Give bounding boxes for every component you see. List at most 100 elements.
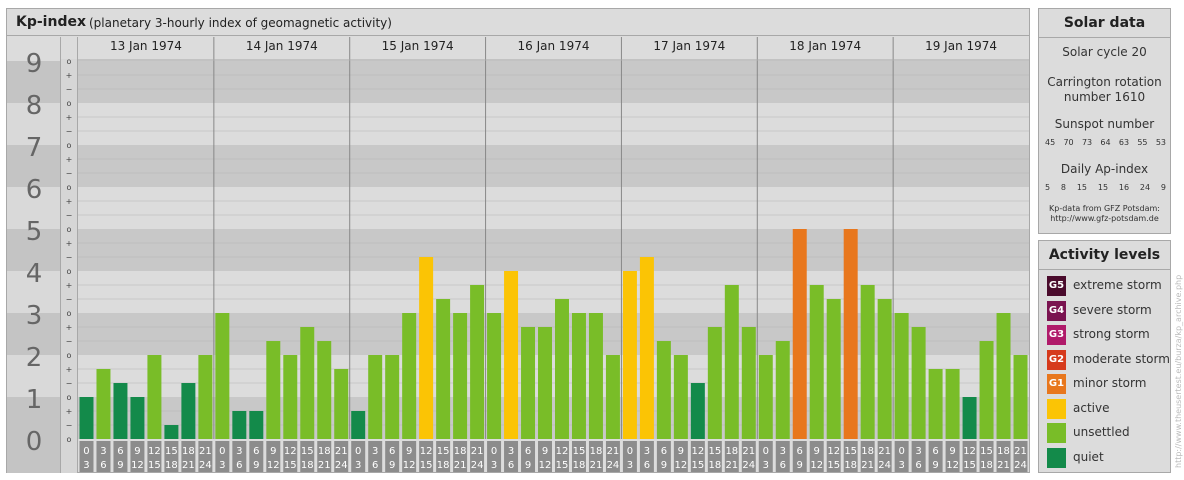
interval-end-label: 18 — [708, 460, 721, 471]
interval-end-label: 15 — [148, 460, 161, 471]
interval-start-label: 0 — [219, 446, 225, 457]
y-band-label-bg — [7, 313, 60, 355]
interval-label-bg — [639, 441, 654, 472]
ap-index-value: 9 — [1160, 183, 1166, 192]
interval-end-label: 24 — [471, 460, 484, 471]
kp-bar — [928, 368, 943, 439]
y-band-label-bg — [7, 61, 60, 103]
day-header-bg — [7, 37, 1029, 59]
interval-label-bg — [996, 441, 1011, 472]
interval-start-label: 12 — [691, 446, 704, 457]
subtick-label: + — [66, 407, 73, 416]
interval-end-label: 21 — [454, 460, 467, 471]
interval-end-label: 15 — [284, 460, 297, 471]
ap-index-label: Daily Ap-index — [1060, 162, 1149, 176]
kp-bar — [164, 425, 179, 439]
interval-start-label: 3 — [780, 446, 786, 457]
interval-label-bg — [453, 441, 468, 472]
kp-bar — [283, 355, 298, 439]
interval-label-bg — [283, 441, 298, 472]
interval-start-label: 9 — [814, 446, 820, 457]
interval-start-label: 12 — [148, 446, 161, 457]
interval-start-label: 21 — [335, 446, 348, 457]
y-band-label-bg — [7, 439, 60, 473]
interval-start-label: 18 — [454, 446, 467, 457]
interval-end-label: 9 — [253, 460, 259, 471]
interval-label-bg — [843, 441, 858, 472]
sunspot-number-label: Sunspot number — [1054, 117, 1155, 131]
subtick-label: o — [67, 393, 72, 402]
interval-start-label: 12 — [556, 446, 569, 457]
activity-level-label: moderate storm — [1073, 351, 1170, 366]
interval-label-bg — [249, 441, 264, 472]
interval-label-bg — [707, 441, 722, 472]
day-label: 18 Jan 1974 — [789, 39, 861, 53]
y-band-bg — [78, 103, 1029, 145]
interval-end-label: 18 — [980, 460, 993, 471]
subtick-label: + — [66, 71, 73, 80]
interval-start-label: 9 — [542, 446, 548, 457]
subtick-label: − — [66, 127, 73, 136]
y-band-label-bg — [7, 145, 60, 187]
sunspot-number-value: 64 — [1100, 138, 1111, 147]
interval-start-label: 9 — [134, 446, 140, 457]
interval-start-label: 3 — [236, 446, 242, 457]
interval-end-label: 24 — [742, 460, 755, 471]
interval-start-label: 18 — [182, 446, 195, 457]
kp-bar — [605, 355, 620, 439]
kp-bar — [351, 410, 366, 439]
day-label: 17 Jan 1974 — [653, 39, 725, 53]
interval-start-label: 3 — [508, 446, 514, 457]
interval-end-label: 6 — [236, 460, 242, 471]
y-band-bg — [78, 61, 1029, 103]
interval-end-label: 18 — [165, 460, 178, 471]
kp-bar — [809, 284, 824, 439]
activity-levels-title: Activity levels — [1039, 241, 1170, 270]
interval-start-label: 3 — [100, 446, 106, 457]
kp-bar — [113, 383, 128, 439]
kp-bar — [673, 355, 688, 439]
kp-bar — [521, 326, 536, 439]
interval-label-bg — [436, 441, 451, 472]
kp-bar — [504, 271, 519, 439]
interval-label-bg — [555, 441, 569, 472]
interval-label-bg — [809, 441, 824, 472]
interval-end-label: 15 — [420, 460, 433, 471]
interval-end-label: 3 — [763, 460, 769, 471]
interval-end-label: 24 — [1014, 460, 1027, 471]
activity-level-swatch: G1 — [1047, 374, 1066, 394]
interval-start-label: 0 — [491, 446, 497, 457]
interval-start-label: 9 — [678, 446, 684, 457]
interval-end-label: 15 — [556, 460, 569, 471]
kp-bar — [826, 299, 841, 439]
activity-level-swatch — [1047, 423, 1066, 443]
sunspot-number-value: 73 — [1081, 138, 1093, 147]
kp-bar — [96, 368, 111, 439]
activity-level-swatch — [1047, 398, 1066, 419]
interval-start-label: 3 — [372, 446, 378, 457]
interval-label-bg — [402, 441, 417, 472]
interval-end-label: 3 — [898, 460, 904, 471]
interval-end-label: 12 — [267, 460, 280, 471]
kp-bar — [1013, 355, 1028, 439]
y-band-label-bg — [7, 229, 60, 271]
subtick-label: − — [66, 85, 73, 94]
interval-end-label: 24 — [199, 460, 212, 471]
kp-bar — [571, 313, 586, 439]
interval-start-label: 0 — [355, 446, 361, 457]
kp-bar — [860, 284, 875, 439]
interval-label-bg — [826, 441, 841, 472]
interval-start-label: 18 — [861, 446, 874, 457]
sunspot-number-value: 45 — [1045, 138, 1056, 147]
interval-start-label: 21 — [199, 446, 212, 457]
kp-bar — [656, 341, 671, 439]
interval-end-label: 21 — [590, 460, 603, 471]
interval-label-bg — [979, 441, 994, 472]
interval-label-bg — [181, 441, 196, 472]
interval-end-label: 12 — [946, 460, 959, 471]
kp-bar — [690, 383, 705, 439]
interval-start-label: 18 — [997, 446, 1010, 457]
interval-end-label: 12 — [674, 460, 687, 471]
subtick-label: − — [66, 337, 73, 346]
interval-start-label: 12 — [963, 446, 976, 457]
